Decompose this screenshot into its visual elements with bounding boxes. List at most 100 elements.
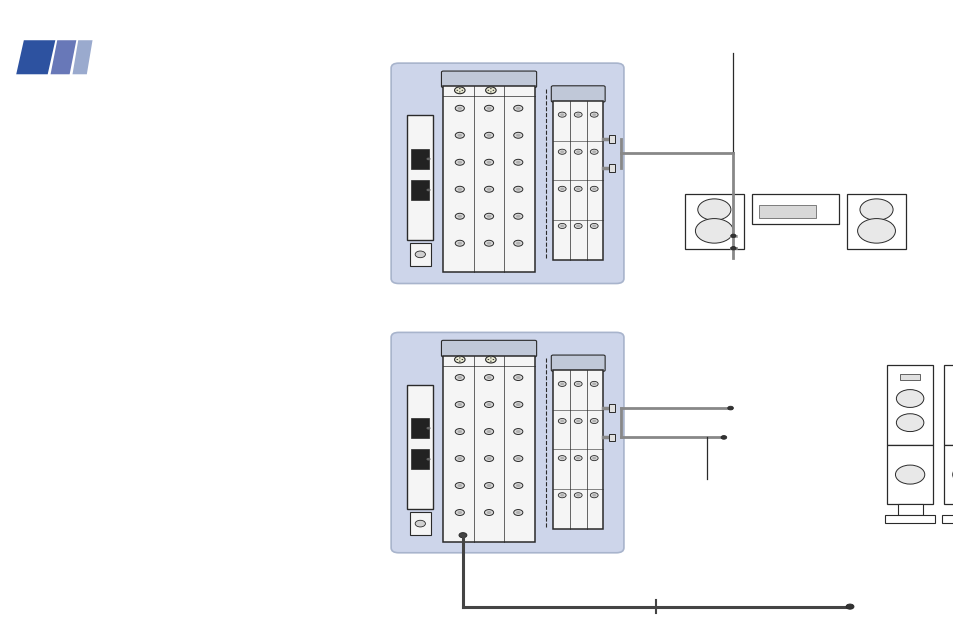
Circle shape: [558, 418, 565, 423]
Circle shape: [516, 511, 520, 514]
Circle shape: [455, 186, 464, 193]
Circle shape: [845, 604, 853, 609]
Bar: [608, 135, 614, 142]
Circle shape: [486, 484, 491, 487]
Bar: [410, 512, 430, 535]
Circle shape: [513, 402, 522, 407]
Circle shape: [484, 159, 493, 165]
Circle shape: [455, 509, 464, 516]
Circle shape: [559, 188, 563, 190]
Circle shape: [516, 484, 520, 487]
Circle shape: [576, 188, 579, 190]
Circle shape: [952, 465, 953, 484]
Circle shape: [486, 403, 491, 406]
Bar: [608, 165, 614, 172]
Circle shape: [513, 186, 522, 193]
Circle shape: [454, 356, 464, 363]
Circle shape: [558, 112, 565, 117]
Bar: [443, 86, 534, 272]
Circle shape: [458, 357, 460, 358]
Bar: [407, 385, 433, 509]
Circle shape: [513, 428, 522, 435]
Bar: [411, 149, 429, 169]
Circle shape: [457, 484, 461, 487]
Polygon shape: [16, 40, 55, 74]
Circle shape: [455, 374, 464, 381]
Circle shape: [485, 356, 496, 363]
Circle shape: [558, 493, 565, 498]
Circle shape: [486, 215, 491, 218]
Circle shape: [513, 483, 522, 488]
Circle shape: [558, 223, 565, 228]
Bar: [886, 445, 932, 504]
Circle shape: [461, 359, 462, 360]
Circle shape: [697, 199, 730, 220]
Circle shape: [559, 225, 563, 227]
Circle shape: [590, 223, 598, 228]
Circle shape: [455, 159, 464, 165]
Circle shape: [590, 186, 598, 191]
Circle shape: [592, 225, 596, 227]
Circle shape: [415, 521, 425, 527]
Circle shape: [457, 430, 461, 433]
Circle shape: [457, 242, 461, 245]
Circle shape: [558, 381, 565, 386]
Circle shape: [484, 186, 493, 193]
Circle shape: [592, 494, 596, 496]
Bar: [884, 515, 934, 522]
Circle shape: [426, 458, 430, 461]
Circle shape: [558, 186, 565, 191]
Circle shape: [455, 132, 464, 138]
Circle shape: [455, 214, 464, 219]
Circle shape: [486, 511, 491, 514]
Circle shape: [592, 188, 596, 190]
Circle shape: [574, 223, 581, 228]
Circle shape: [456, 90, 457, 91]
Bar: [943, 365, 953, 445]
Bar: [758, 205, 815, 218]
Circle shape: [484, 456, 493, 462]
FancyBboxPatch shape: [441, 71, 536, 87]
Circle shape: [513, 240, 522, 246]
Circle shape: [484, 402, 493, 407]
Circle shape: [455, 402, 464, 407]
Circle shape: [516, 376, 520, 379]
Circle shape: [426, 158, 430, 160]
Bar: [553, 370, 602, 529]
Circle shape: [730, 246, 736, 250]
Circle shape: [576, 457, 579, 459]
Circle shape: [454, 87, 464, 93]
Circle shape: [490, 357, 491, 358]
Circle shape: [592, 113, 596, 116]
Circle shape: [576, 420, 579, 422]
Bar: [846, 194, 905, 249]
Circle shape: [456, 359, 457, 360]
Circle shape: [516, 161, 520, 164]
Circle shape: [590, 418, 598, 423]
Polygon shape: [51, 40, 76, 74]
Circle shape: [513, 456, 522, 462]
Circle shape: [559, 420, 563, 422]
Circle shape: [574, 112, 581, 117]
Circle shape: [516, 215, 520, 218]
Circle shape: [487, 359, 489, 360]
Circle shape: [484, 132, 493, 138]
Circle shape: [574, 381, 581, 386]
Circle shape: [513, 105, 522, 111]
Bar: [899, 374, 920, 380]
Circle shape: [592, 383, 596, 385]
Circle shape: [485, 87, 496, 93]
Circle shape: [484, 240, 493, 246]
Circle shape: [558, 149, 565, 154]
Circle shape: [516, 107, 520, 110]
Bar: [411, 180, 429, 200]
Circle shape: [486, 430, 491, 433]
Circle shape: [559, 494, 563, 496]
Circle shape: [896, 413, 923, 431]
Circle shape: [576, 494, 579, 496]
Circle shape: [457, 134, 461, 137]
Circle shape: [859, 199, 892, 220]
Circle shape: [574, 493, 581, 498]
Circle shape: [516, 242, 520, 245]
Circle shape: [857, 219, 895, 243]
